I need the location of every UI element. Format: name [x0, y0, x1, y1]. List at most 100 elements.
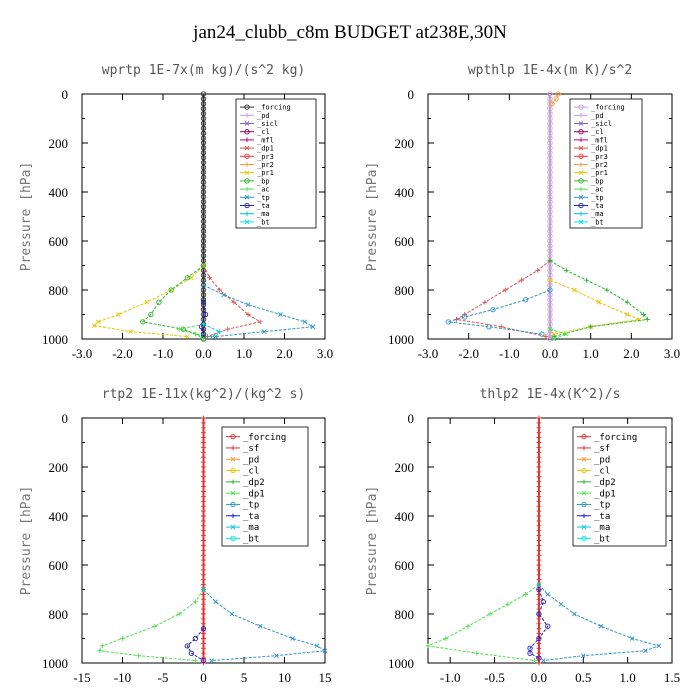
- panel-1-legend-label: _bt: [257, 218, 270, 226]
- panel-3-point-forcing: [201, 616, 206, 622]
- panel-3-point-dp1: [120, 636, 125, 641]
- panel-4-point-forcing: [536, 489, 542, 494]
- panel-2-legend-marker: [578, 104, 584, 110]
- panel-2-legend-marker: [578, 170, 584, 176]
- panel-4-point-forcing: [536, 616, 542, 622]
- panel-1-point-forcing: [200, 272, 207, 278]
- panel-2-series-tp: [448, 289, 551, 335]
- panel-2-point-tp: [461, 314, 468, 320]
- panel-3-point-forcing: [201, 572, 206, 578]
- panel-1-legend-label: _pd: [257, 112, 270, 120]
- panel-1-point-dp1: [257, 319, 263, 325]
- figure-title: jan24_clubb_c8m BUDGET at238E,30N: [193, 22, 507, 43]
- panel-2-point-bp: [563, 268, 569, 273]
- panel-3-point-dp1: [99, 643, 105, 649]
- panel-2-xtick-label: -1.0: [499, 346, 520, 361]
- panel-2-point-dp1: [502, 287, 508, 293]
- panel-2-point-bp: [584, 277, 589, 283]
- panel-2-point-ac: [547, 326, 553, 332]
- panel-2-point-forcing: [547, 267, 553, 274]
- panel-4-series-dp1: [426, 584, 540, 662]
- panel-1-point-tp: [245, 302, 251, 308]
- panel-2-point-dp1: [535, 268, 541, 273]
- panel-3-point-ta: [200, 626, 207, 632]
- panel-1-point-forcing: [200, 101, 207, 107]
- panel-3-point-forcing: [201, 621, 206, 627]
- panel-1-point-pr1: [95, 319, 101, 325]
- panel-2-ytick-label: 400: [395, 185, 415, 200]
- panel-1-legend-marker: [244, 162, 250, 167]
- panel-2-point-dp1: [482, 299, 488, 305]
- panel-3-legend-box: [221, 426, 309, 547]
- panel-1-point-pr1: [91, 323, 97, 328]
- panel-1-point-forcing: [200, 155, 207, 161]
- panel-1-point-dp1: [231, 299, 237, 305]
- panel-1-point-forcing: [200, 238, 207, 244]
- panel-2-ytick-label: 200: [395, 136, 415, 151]
- panel-3-point-forcing: [201, 641, 206, 646]
- panel-2-point-dp1: [543, 334, 549, 339]
- panel-2-legend-marker: [578, 202, 584, 209]
- panel-1-xtick-label: 1.0: [236, 346, 252, 361]
- panel-1-point-ta: [200, 299, 207, 305]
- panel-2-legend-label: _mfl: [591, 136, 608, 144]
- panel-2-point-forcing: [547, 179, 553, 185]
- panel-4-point-forcing: [536, 498, 542, 504]
- panel-2-point-forcing: [547, 331, 553, 337]
- panel-3-point-forcing: [201, 489, 206, 494]
- panel-1-point-dp1: [217, 287, 223, 293]
- panel-2-legend-label: _forcing: [591, 104, 625, 112]
- panel-4-point-tp: [656, 643, 662, 649]
- panel-4-point-tp: [541, 658, 546, 663]
- panel-4-point-forcing: [536, 430, 542, 436]
- panel-4-legend-label: _forcing: [594, 433, 637, 443]
- panel-2-point-pr1: [547, 277, 553, 283]
- panel-2-point-forcing: [547, 155, 553, 161]
- panel-3-point-forcing: [201, 557, 206, 563]
- panel-1-point-bp: [140, 319, 146, 325]
- panel-3-ytick-label: 0: [62, 411, 69, 426]
- panel-1-xtick-label: 2.0: [276, 346, 292, 361]
- panel-1-point-forcing: [200, 253, 207, 259]
- panel-1-legend-marker: [244, 104, 250, 110]
- panel-4-point-forcing: [536, 474, 542, 480]
- panel-4-point-forcing: [536, 631, 542, 636]
- panel-2-point-forcing: [547, 169, 553, 176]
- panel-1-ytick-label: 400: [49, 185, 69, 200]
- panel-4-point-forcing: [536, 543, 542, 548]
- panel-3-point-forcing: [201, 459, 206, 465]
- panel-4-point-forcing: [536, 464, 542, 470]
- panel-4-point-tp: [536, 582, 542, 587]
- panel-4-point-ta: [527, 650, 533, 656]
- panel-2-series-pr2: [551, 93, 559, 105]
- panel-4-legend-box: [572, 426, 667, 547]
- panel-2-xtick-label: 0.0: [542, 346, 558, 361]
- panel-1-legend-label: _mfl: [257, 136, 274, 144]
- panel-4-point-dp1: [487, 611, 493, 617]
- panel-4-legend-marker: [581, 535, 587, 541]
- panel-2-legend-label: _pr3: [591, 153, 608, 161]
- panel-1-point-forcing: [200, 145, 207, 151]
- panel-3-point-forcing: [201, 508, 206, 514]
- panel-1-legend-marker: [244, 178, 250, 184]
- panel-2-legend-marker: [578, 129, 584, 135]
- panel-4-point-forcing: [536, 459, 542, 465]
- panel-2-legend-label: _ma: [591, 210, 604, 218]
- panel-4-point-dp1: [505, 601, 511, 607]
- panel-4-point-forcing: [536, 587, 542, 592]
- panel-3-point-forcing: [201, 567, 206, 573]
- panel-1-point-tp: [278, 312, 283, 317]
- panel-4-point-forcing: [536, 626, 542, 632]
- panel-1-legend-label: _pr2: [257, 161, 274, 169]
- panel-4-legend-label: _bt: [594, 535, 610, 545]
- panel-3-point-ta: [184, 643, 190, 649]
- panel-4-legend-marker: [581, 433, 587, 440]
- panel-1-series-ma: [203, 323, 221, 337]
- panel-1-point-tp: [261, 329, 267, 334]
- panel-4-xtick-label: -1.0: [440, 670, 461, 685]
- panel-4-point-tp: [545, 592, 551, 597]
- panel-1-legend-marker: [244, 112, 250, 118]
- panel-2-legend-marker: [578, 137, 584, 143]
- panel-4-point-forcing: [536, 435, 542, 440]
- panel-2-legend-label: _cl: [591, 128, 604, 136]
